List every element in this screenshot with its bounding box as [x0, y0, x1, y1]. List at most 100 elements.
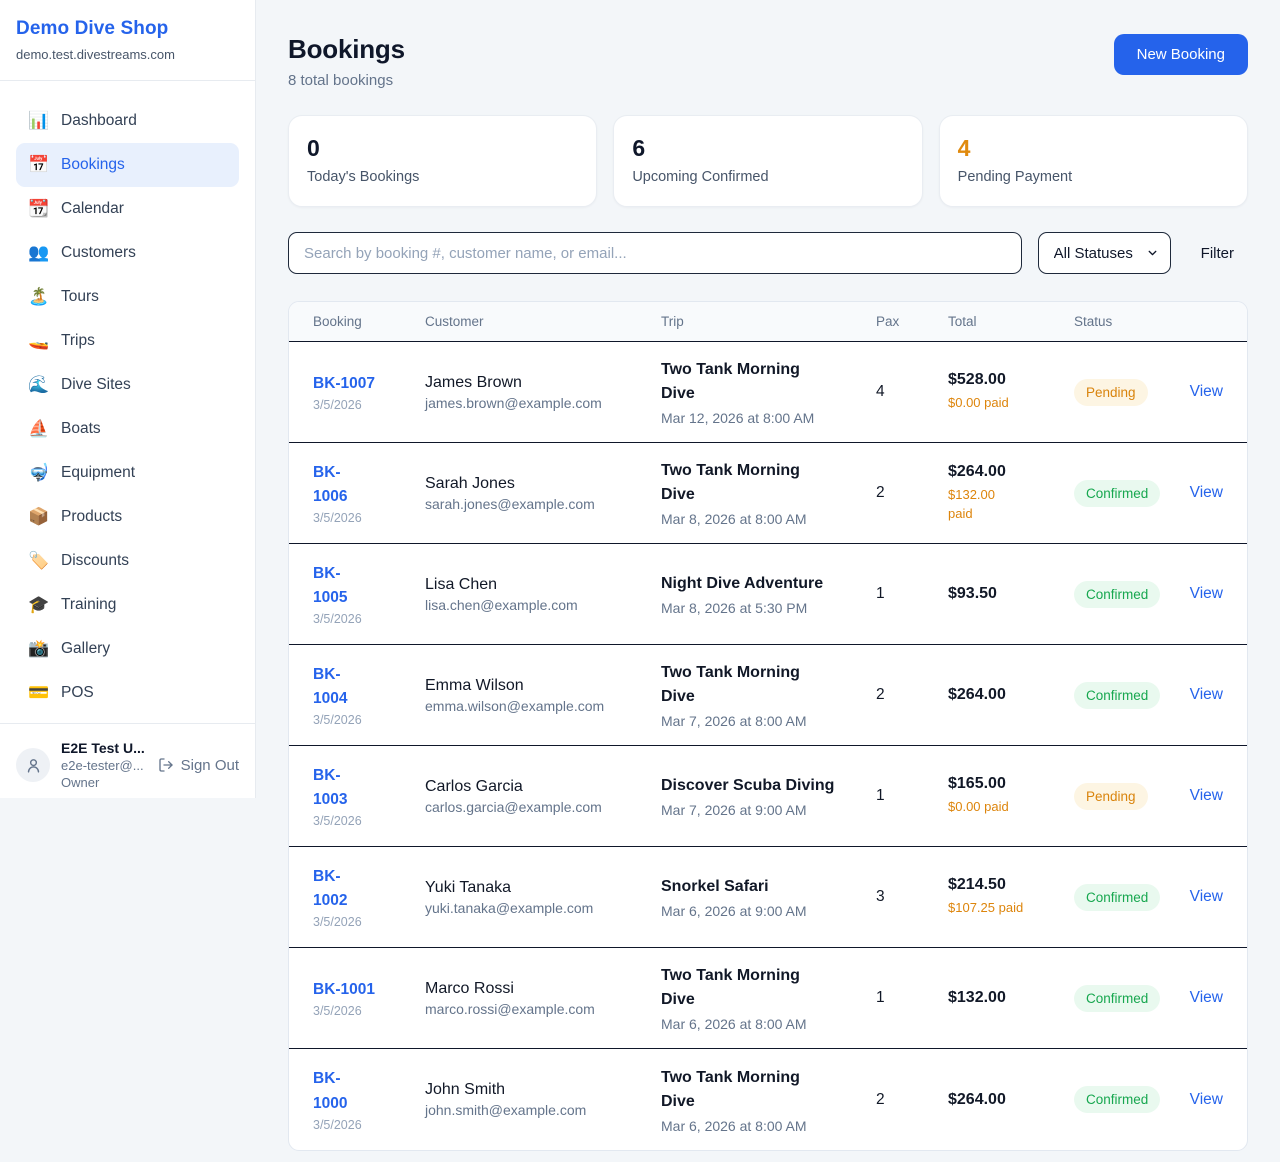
- status-cell: Confirmed: [1074, 984, 1167, 1012]
- view-link[interactable]: View: [1189, 1090, 1223, 1108]
- customer-name: Yuki Tanaka: [425, 878, 511, 896]
- customer-name: Emma Wilson: [425, 676, 524, 694]
- sidebar-item-boats[interactable]: ⛵ Boats: [16, 407, 239, 451]
- trip-cell: Two Tank Morning Dive Mar 7, 2026 at 8:0…: [661, 661, 876, 729]
- main-content: Bookings 8 total bookings New Booking 0 …: [256, 0, 1280, 1151]
- booking-date: 3/5/2026: [313, 398, 362, 412]
- status-badge: Confirmed: [1074, 1086, 1161, 1113]
- column-header-pax: Pax: [876, 314, 900, 329]
- equipment-icon: 🤿: [28, 463, 50, 482]
- table-row: BK- 1000 3/5/2026 John Smith john.smith@…: [289, 1049, 1247, 1150]
- booking-id-link[interactable]: BK- 1000: [313, 1070, 348, 1112]
- sidebar-item-bookings[interactable]: 📅 Bookings: [16, 143, 239, 187]
- sidebar-item-tours[interactable]: 🏝️ Tours: [16, 275, 239, 319]
- status-filter-select[interactable]: All Statuses: [1037, 232, 1171, 274]
- actions-cell: View: [1167, 686, 1223, 704]
- column-header-booking: Booking: [313, 314, 362, 329]
- bookings-icon: 📅: [28, 155, 50, 174]
- customer-cell: Lisa Chen lisa.chen@example.com: [425, 576, 661, 613]
- paid-amount: $107.25 paid: [948, 900, 1024, 916]
- sidebar-item-discounts[interactable]: 🏷️ Discounts: [16, 539, 239, 583]
- status-cell: Confirmed: [1074, 681, 1167, 709]
- gallery-icon: 📸: [28, 639, 50, 658]
- sidebar: Demo Dive Shop demo.test.divestreams.com…: [0, 0, 256, 798]
- total-amount: $165.00: [948, 775, 1006, 793]
- new-booking-button[interactable]: New Booking: [1113, 34, 1248, 75]
- sidebar-item-training[interactable]: 🎓 Training: [16, 583, 239, 627]
- booking-id-link[interactable]: BK- 1003: [313, 766, 348, 808]
- filters-toolbar: All Statuses Filter: [288, 232, 1248, 274]
- view-link[interactable]: View: [1189, 383, 1223, 400]
- logout-icon: [158, 758, 173, 772]
- booking-cell: BK- 1003 3/5/2026: [313, 764, 425, 828]
- booking-date: 3/5/2026: [313, 915, 362, 930]
- sidebar-item-dashboard[interactable]: 📊 Dashboard: [16, 99, 239, 143]
- booking-cell: BK- 1004 3/5/2026: [313, 663, 425, 727]
- dive-sites-icon: 🌊: [28, 375, 50, 394]
- status-badge: Confirmed: [1074, 883, 1161, 911]
- customer-email: yuki.tanaka@example.com: [425, 899, 594, 916]
- view-link[interactable]: View: [1189, 484, 1223, 501]
- stat-card: 0 Today's Bookings: [288, 115, 598, 207]
- sidebar-item-products[interactable]: 📦 Products: [16, 495, 239, 539]
- customer-email: emma.wilson@example.com: [425, 697, 605, 714]
- bookings-table: Booking Customer Trip Pax Total Status B…: [288, 301, 1248, 1151]
- trip-name: Two Tank Morning Dive: [661, 1068, 800, 1110]
- customer-cell: John Smith john.smith@example.com: [425, 1081, 661, 1118]
- table-row: BK- 1004 3/5/2026 Emma Wilson emma.wilso…: [289, 645, 1247, 746]
- search-input[interactable]: [288, 232, 1022, 274]
- booking-id-link[interactable]: BK-1007: [313, 374, 376, 392]
- sidebar-item-label: Tours: [61, 288, 99, 305]
- pax-count: 1: [876, 989, 885, 1006]
- booking-id-link[interactable]: BK- 1005: [313, 564, 348, 606]
- sign-out-label: Sign Out: [180, 756, 239, 774]
- sign-out-button[interactable]: Sign Out: [158, 757, 239, 774]
- sidebar-item-equipment[interactable]: 🤿 Equipment: [16, 451, 239, 495]
- trip-name: Discover Scuba Diving: [661, 777, 835, 794]
- view-link[interactable]: View: [1189, 787, 1223, 804]
- booking-id-link[interactable]: BK- 1002: [313, 867, 348, 909]
- trips-icon: 🚤: [28, 331, 50, 350]
- view-link[interactable]: View: [1189, 686, 1223, 703]
- pax-count: 2: [876, 484, 885, 501]
- total-cell: $528.00 $0.00 paid: [948, 371, 1074, 413]
- stats-cards: 0 Today's Bookings 6 Upcoming Confirmed …: [288, 115, 1248, 207]
- sidebar-item-label: Discounts: [61, 552, 130, 569]
- trip-cell: Discover Scuba Diving Mar 7, 2026 at 9:0…: [661, 774, 876, 818]
- view-link[interactable]: View: [1189, 989, 1223, 1006]
- trip-cell: Two Tank Morning Dive Mar 6, 2026 at 8:0…: [661, 1066, 876, 1134]
- booking-id-link[interactable]: BK-1001: [313, 980, 376, 998]
- sidebar-item-calendar[interactable]: 📆 Calendar: [16, 187, 239, 231]
- booking-id-link[interactable]: BK- 1006: [313, 463, 348, 505]
- actions-cell: View: [1167, 787, 1223, 805]
- customer-email: carlos.garcia@example.com: [425, 798, 602, 815]
- pax-count: 2: [876, 686, 885, 703]
- customer-email: sarah.jones@example.com: [425, 495, 595, 512]
- status-cell: Confirmed: [1074, 580, 1167, 608]
- sidebar-item-label: Boats: [61, 420, 101, 437]
- sidebar-item-trips[interactable]: 🚤 Trips: [16, 319, 239, 363]
- sidebar-item-customers[interactable]: 👥 Customers: [16, 231, 239, 275]
- column-header-total: Total: [948, 314, 977, 329]
- trip-datetime: Mar 6, 2026 at 8:00 AM: [661, 1016, 807, 1032]
- trip-name: Snorkel Safari: [661, 878, 769, 895]
- table-row: BK-1001 3/5/2026 Marco Rossi marco.rossi…: [289, 948, 1247, 1049]
- dashboard-icon: 📊: [28, 111, 50, 130]
- customers-icon: 👥: [28, 243, 50, 262]
- actions-cell: View: [1167, 888, 1223, 906]
- sidebar-item-pos[interactable]: 💳 POS: [16, 671, 239, 715]
- table-body: BK-1007 3/5/2026 James Brown james.brown…: [289, 342, 1247, 1150]
- page-subtitle: 8 total bookings: [288, 72, 394, 89]
- booking-date: 3/5/2026: [313, 1117, 362, 1132]
- booking-id-link[interactable]: BK- 1004: [313, 665, 348, 707]
- view-link[interactable]: View: [1189, 888, 1223, 905]
- table-row: BK- 1002 3/5/2026 Yuki Tanaka yuki.tanak…: [289, 847, 1247, 948]
- sidebar-item-dive-sites[interactable]: 🌊 Dive Sites: [16, 363, 239, 407]
- sidebar-item-gallery[interactable]: 📸 Gallery: [16, 627, 239, 671]
- trip-datetime: Mar 6, 2026 at 8:00 AM: [661, 1117, 807, 1134]
- sidebar-item-label: Gallery: [61, 640, 111, 657]
- view-link[interactable]: View: [1189, 585, 1223, 602]
- actions-cell: View: [1167, 484, 1223, 502]
- sidebar-item-label: Dive Sites: [61, 376, 131, 393]
- filter-button[interactable]: Filter: [1187, 245, 1248, 262]
